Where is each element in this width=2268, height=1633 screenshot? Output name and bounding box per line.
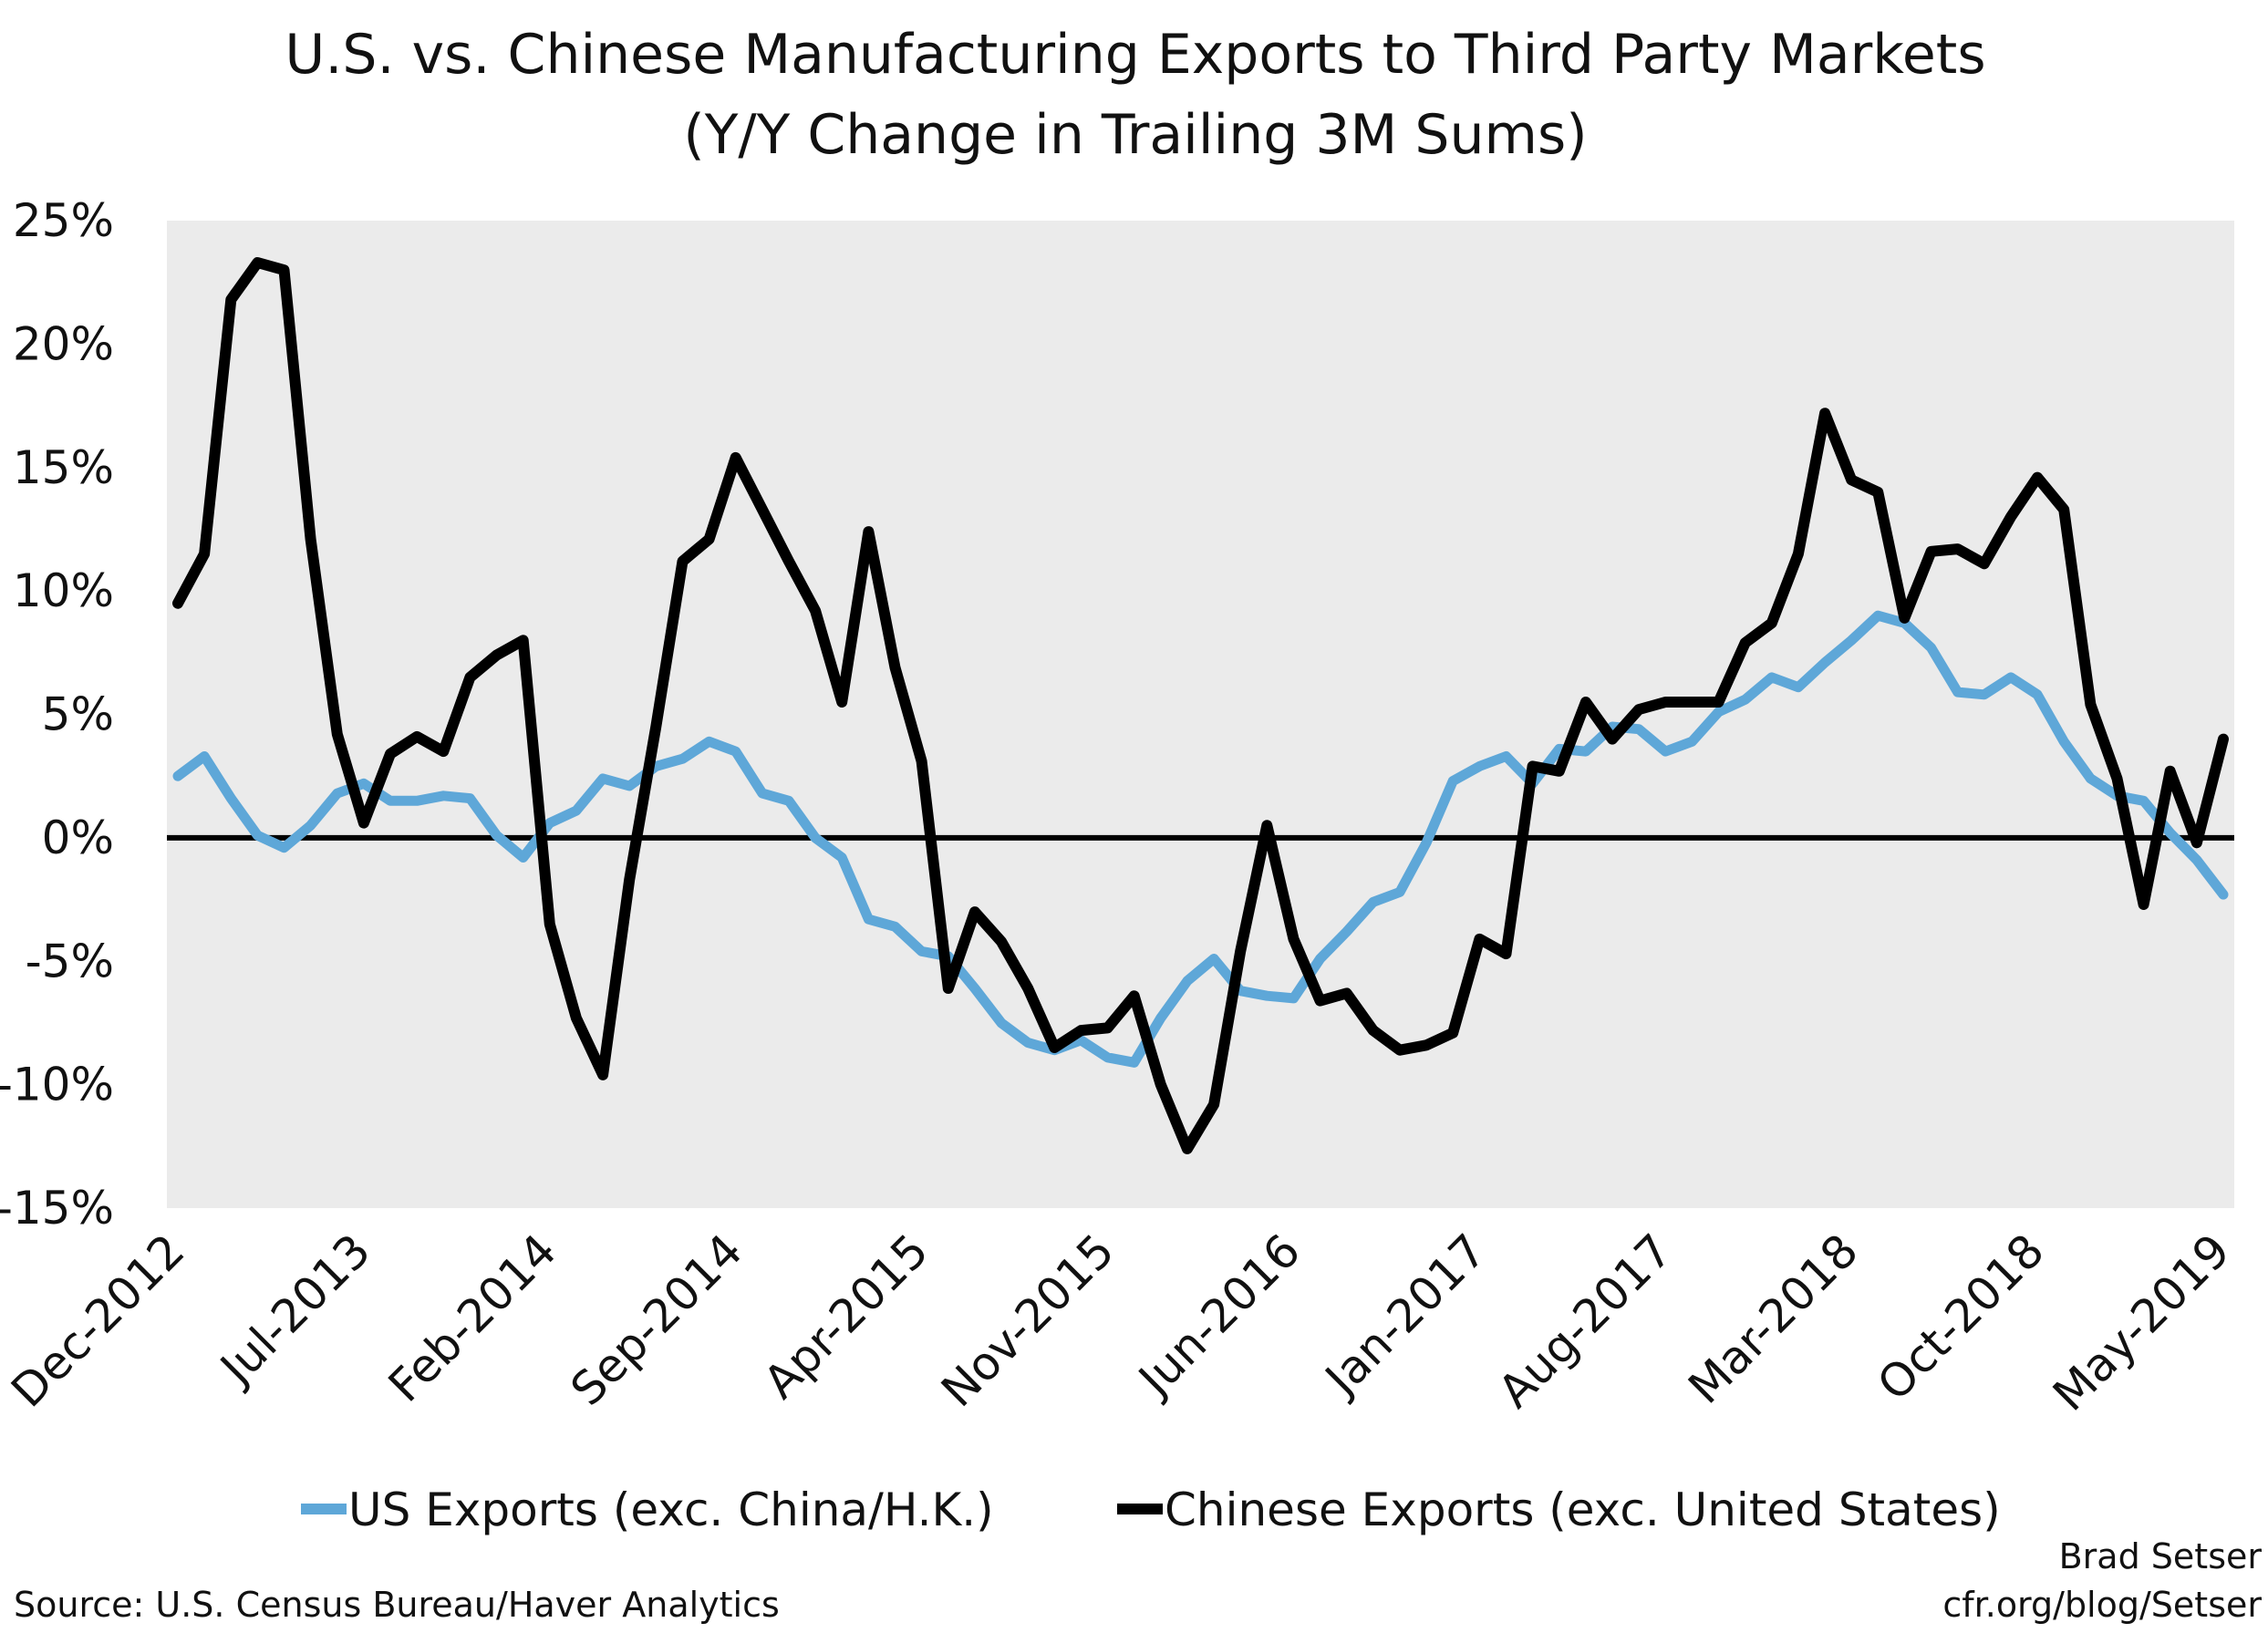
site-note: cfr.org/blog/Setser — [1942, 1585, 2262, 1625]
x-tick-label: Aug-2017 — [1488, 1224, 1683, 1418]
x-tick-label: Oct-2018 — [1868, 1224, 2055, 1411]
x-tick-label: Mar-2018 — [1678, 1224, 1868, 1413]
y-tick-label: -5% — [26, 935, 114, 987]
x-tick-label: Dec-2012 — [1, 1224, 194, 1417]
source-note: Source: U.S. Census Bureau/Haver Analyti… — [14, 1585, 780, 1625]
y-tick-label: 20% — [13, 317, 114, 370]
y-tick-label: 10% — [13, 564, 114, 617]
legend-label-us: US Exports (exc. China/H.K.) — [348, 1483, 994, 1536]
series-line-us-exports — [172, 610, 2229, 1068]
x-tick-label: Sep-2014 — [561, 1224, 752, 1415]
y-tick-label: -15% — [0, 1182, 114, 1235]
y-tick-label: 15% — [13, 441, 114, 494]
plot-area — [167, 221, 2234, 1208]
chart-subtitle: (Y/Y Change in Trailing 3M Sums) — [683, 103, 1587, 167]
y-tick-label: 25% — [13, 194, 114, 247]
x-tick-label: Nov-2015 — [931, 1224, 1124, 1417]
x-tick-label: Apr-2015 — [753, 1224, 938, 1409]
legend-label-china: Chinese Exports (exc. United States) — [1165, 1483, 2001, 1536]
x-tick-label: May-2019 — [2043, 1224, 2240, 1421]
x-tick-label: Jul-2013 — [209, 1224, 381, 1396]
x-tick-label: Jun-2016 — [1127, 1224, 1310, 1407]
x-tick-label: Jan-2017 — [1313, 1224, 1496, 1406]
legend: US Exports (exc. China/H.K.) Chinese Exp… — [301, 1483, 2001, 1536]
y-tick-label: 0% — [42, 811, 114, 864]
y-tick-label: -10% — [0, 1059, 114, 1111]
series-line-chinese-exports — [172, 257, 2229, 1154]
author-note: Brad Setser — [2059, 1536, 2263, 1576]
chart-title: U.S. vs. Chinese Manufacturing Exports t… — [285, 23, 1985, 87]
y-tick-label: 5% — [42, 688, 114, 741]
x-tick-label: Feb-2014 — [378, 1224, 566, 1411]
